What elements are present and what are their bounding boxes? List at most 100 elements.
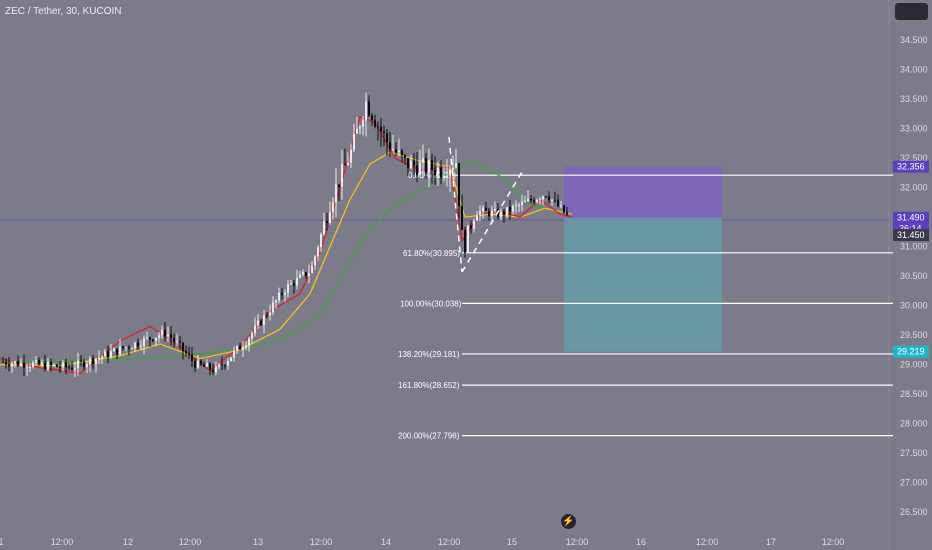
candle-body <box>290 283 292 285</box>
x-tick-label: 12:00 <box>310 537 333 547</box>
candle-body <box>419 162 421 175</box>
candle-body <box>464 229 466 253</box>
candle-body <box>311 265 313 274</box>
candle-body <box>167 334 169 337</box>
candle-body <box>59 366 61 368</box>
candle-body <box>245 345 247 348</box>
fib-anchor-line-up[interactable] <box>461 171 523 273</box>
candle-body <box>269 312 271 316</box>
candle-body <box>242 347 244 350</box>
crosshair-price-badge-bg <box>893 229 929 242</box>
y-tick-label: 33.000 <box>900 124 928 134</box>
candle-body <box>155 337 157 341</box>
candle-body <box>233 350 235 358</box>
candle-body <box>458 163 460 206</box>
candle-body <box>422 158 424 163</box>
candle-body <box>353 133 355 150</box>
candle-body <box>173 337 175 342</box>
top-right-widget[interactable] <box>895 3 928 20</box>
candle-body <box>122 346 124 349</box>
target-price-badge: 29.219 <box>897 347 925 357</box>
candle-body <box>443 175 445 178</box>
candle-body <box>524 201 526 203</box>
candle-body <box>11 363 13 367</box>
candle-body <box>110 351 112 358</box>
stop-loss-zone[interactable] <box>564 166 722 218</box>
y-tick-label: 33.500 <box>900 94 928 104</box>
candle-body <box>203 364 205 367</box>
candle-body <box>449 169 451 176</box>
candle-body <box>152 339 154 341</box>
candle-body <box>212 369 214 373</box>
candle-body <box>410 160 412 169</box>
x-tick-label: 12 <box>123 537 133 547</box>
candle-body <box>359 126 361 129</box>
candle-body <box>188 353 190 355</box>
candle-body <box>374 120 376 127</box>
x-tick-label: 14 <box>381 537 391 547</box>
candle-body <box>314 256 316 266</box>
candle-body <box>461 205 463 230</box>
candle-body <box>98 357 100 359</box>
candle-body <box>428 160 430 173</box>
candle-body <box>521 201 523 206</box>
candle-body <box>74 368 76 370</box>
candle-body <box>131 348 133 350</box>
candle-body <box>143 338 145 347</box>
candle-body <box>527 198 529 202</box>
candle-body <box>56 364 58 367</box>
candle-body <box>86 364 88 368</box>
candle-body <box>398 150 400 153</box>
candle-body <box>140 346 142 348</box>
fib-level-label: 100.00%(30.038) <box>400 299 462 308</box>
candle-body <box>395 149 397 153</box>
candle-body <box>104 351 106 357</box>
candle-body <box>113 348 115 352</box>
candle-body <box>14 361 16 364</box>
y-tick-label: 30.500 <box>900 271 928 281</box>
candle-body <box>425 158 427 173</box>
candle-body <box>158 335 160 338</box>
candle-body <box>68 367 70 369</box>
price-countdown: 26:14 <box>899 224 922 234</box>
candle-body <box>197 360 199 368</box>
candle-body <box>356 128 358 134</box>
x-tick-label: 16 <box>636 537 646 547</box>
candle-body <box>539 199 541 201</box>
candle-body <box>560 205 562 207</box>
candle-body <box>380 126 382 132</box>
candle-body <box>191 354 193 361</box>
candle-body <box>77 360 79 369</box>
candle-body <box>479 211 481 216</box>
x-tick-label: 12:00 <box>566 537 589 547</box>
candle-body <box>92 358 94 365</box>
fib-anchor-line-down[interactable] <box>448 136 463 273</box>
candle-body <box>491 210 493 217</box>
candle-body <box>23 362 25 368</box>
x-tick-label: 15 <box>507 537 517 547</box>
candle-body <box>476 215 478 221</box>
symbol-header: ZEC / Tether, 30, KUCOIN <box>5 6 122 17</box>
candle-body <box>170 334 172 338</box>
candle-body <box>179 341 181 343</box>
candle-body <box>227 361 229 366</box>
candle-body <box>416 165 418 175</box>
candle-body <box>440 167 442 178</box>
y-tick-label: 34.000 <box>900 65 928 75</box>
take-profit-zone[interactable] <box>564 217 722 352</box>
y-tick-label: 34.500 <box>900 35 928 45</box>
candle-body <box>209 363 211 370</box>
candle-body <box>185 351 187 354</box>
candle-body <box>83 361 85 368</box>
candle-body <box>536 199 538 203</box>
y-tick-label: 29.000 <box>900 360 928 370</box>
candle-body <box>488 210 490 217</box>
candle-body <box>35 360 37 363</box>
candle-body <box>392 149 394 151</box>
candle-body <box>215 366 217 373</box>
candle-body <box>134 342 136 349</box>
lightning-icon[interactable]: ⚡ <box>561 514 576 529</box>
candle-body <box>287 284 289 293</box>
